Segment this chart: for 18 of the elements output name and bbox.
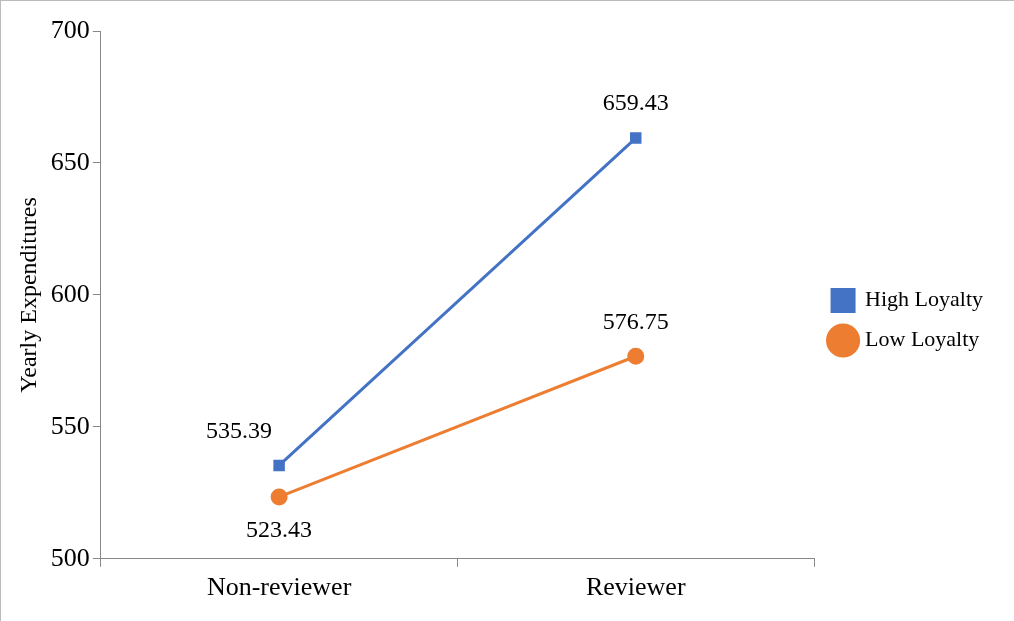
y-tick-label: 550 <box>50 410 90 440</box>
point <box>270 488 288 506</box>
point <box>273 459 285 472</box>
x-tick-label: Non-reviewer <box>206 572 352 602</box>
y-tick-label: 600 <box>50 278 90 308</box>
data-label: 523.43 <box>246 516 313 543</box>
y-tick-label: 500 <box>50 542 90 572</box>
data-label: 535.39 <box>206 416 273 443</box>
y-tick-label: 650 <box>50 146 90 176</box>
data-label: 576.75 <box>602 307 669 334</box>
y-tick-label: 700 <box>50 14 90 44</box>
y-axis-title: Yearly Expenditures <box>14 197 41 393</box>
data-label: 659.43 <box>602 89 669 116</box>
legend-label: High Loyalty <box>865 286 984 312</box>
point <box>630 132 642 144</box>
point <box>627 347 645 365</box>
legend-label: Low Loyalty <box>865 326 980 352</box>
x-tick-label: Reviewer <box>585 572 686 602</box>
